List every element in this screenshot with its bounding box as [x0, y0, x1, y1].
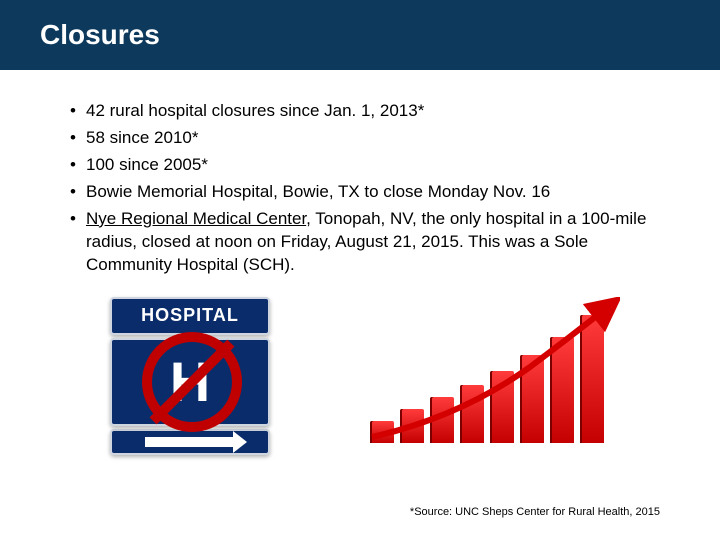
list-item: • 58 since 2010* — [60, 127, 660, 150]
list-item: • 100 since 2005* — [60, 154, 660, 177]
link-text[interactable]: Nye Regional Medical Center — [86, 209, 306, 228]
bullet-dot: • — [60, 127, 86, 150]
sign-arrow-panel — [110, 429, 270, 455]
chart-bar — [580, 315, 604, 443]
sign-top-label: HOSPITAL — [110, 297, 270, 335]
bullet-dot: • — [60, 181, 86, 204]
chart-bar — [460, 385, 484, 443]
header-bar: Closures — [0, 0, 720, 70]
chart-bar — [370, 421, 394, 443]
bullet-text: Nye Regional Medical Center, Tonopah, NV… — [86, 208, 660, 277]
chart-bar — [430, 397, 454, 443]
prohibition-icon — [142, 332, 242, 432]
hospital-no-sign: HOSPITAL H — [100, 297, 280, 457]
page-title: Closures — [40, 19, 160, 51]
footnote: *Source: UNC Sheps Center for Rural Heal… — [410, 506, 660, 518]
bullet-text: 42 rural hospital closures since Jan. 1,… — [86, 100, 660, 123]
bullet-dot: • — [60, 154, 86, 177]
chart-bar — [520, 355, 544, 443]
list-item: • Nye Regional Medical Center, Tonopah, … — [60, 208, 660, 277]
bullet-dot: • — [60, 100, 86, 123]
chart-bar — [490, 371, 514, 443]
bullet-text: Bowie Memorial Hospital, Bowie, TX to cl… — [86, 181, 660, 204]
bullet-list: • 42 rural hospital closures since Jan. … — [60, 100, 660, 277]
bullet-text: 58 since 2010* — [86, 127, 660, 150]
chart-bars — [370, 315, 604, 443]
chart-bar — [550, 337, 574, 443]
chart-bar — [400, 409, 424, 443]
growth-chart — [360, 297, 620, 457]
bullet-dot: • — [60, 208, 86, 231]
list-item: • 42 rural hospital closures since Jan. … — [60, 100, 660, 123]
bullet-text: 100 since 2005* — [86, 154, 660, 177]
arrow-right-icon — [145, 437, 235, 447]
images-row: HOSPITAL H — [0, 297, 720, 457]
sign-h-panel: H — [110, 338, 270, 426]
list-item: • Bowie Memorial Hospital, Bowie, TX to … — [60, 181, 660, 204]
content-area: • 42 rural hospital closures since Jan. … — [0, 70, 720, 277]
